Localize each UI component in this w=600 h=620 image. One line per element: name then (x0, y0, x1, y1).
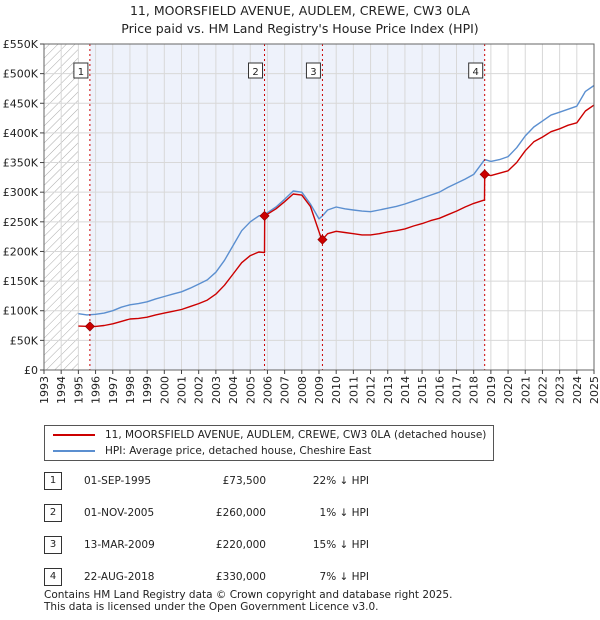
price-paid-line (78, 104, 595, 328)
sale-number: 3 (44, 536, 62, 554)
x-tick-label: 2008 (296, 376, 309, 404)
sale-marker-label: 3 (310, 67, 316, 78)
chart-title-line2: Price paid vs. HM Land Registry's House … (121, 21, 479, 36)
x-tick-label: 2004 (227, 376, 240, 404)
sale-price: £260,000 (215, 507, 266, 519)
sale-hpi-diff: 22% ↓ HPI (312, 475, 369, 487)
sale-date: 01-SEP-1995 (84, 475, 152, 487)
y-tick-label: £100K (3, 305, 39, 318)
legend-label-hpi: HPI: Average price, detached house, Ches… (105, 445, 372, 457)
chart-area: 1 2 3 4 £0 £50K £100K £150K £200K £250K £300K £350… (3, 38, 600, 404)
x-tick-label: 2007 (279, 376, 292, 404)
sale-price: £220,000 (215, 539, 266, 551)
y-tick-label: £350K (3, 157, 39, 170)
sale-point-diamond (259, 210, 270, 221)
legend-label-price-paid: 11, MOORSFIELD AVENUE, AUDLEM, CREWE, CW… (105, 429, 487, 441)
sale-point-diamond (84, 321, 95, 332)
y-tick-label: £450K (3, 97, 39, 110)
x-tick-label: 2016 (433, 376, 446, 404)
x-tick-label: 2003 (210, 376, 223, 404)
x-tick-label: 2001 (176, 376, 189, 404)
x-tick-label: 2018 (468, 376, 481, 404)
sale-date: 22-AUG-2018 (84, 571, 155, 583)
footer: Contains HM Land Registry data © Crown c… (44, 589, 452, 613)
sale-marker-label: 4 (473, 67, 479, 78)
sale-price: £330,000 (215, 571, 266, 583)
y-tick-label: £500K (3, 68, 39, 81)
hpi-line (78, 84, 595, 316)
x-tick-label: 2021 (519, 376, 532, 404)
y-tick-label: £200K (3, 245, 39, 258)
x-tick-label: 1995 (72, 376, 85, 404)
y-tick-label: £550K (3, 38, 39, 51)
x-tick-label: 1999 (141, 376, 154, 404)
y-tick-label: £0 (24, 364, 38, 377)
sale-marker-box (73, 62, 89, 79)
x-tick-label: 2005 (244, 376, 257, 404)
sale-date: 01-NOV-2005 (84, 507, 155, 519)
legend-swatch-price-paid (53, 434, 95, 436)
x-tick-label: 1998 (124, 376, 137, 404)
x-tick-label: 2015 (416, 376, 429, 404)
sale-marker-box (248, 62, 264, 79)
sale-marker-label: 2 (252, 67, 258, 78)
sale-marker-box (468, 62, 484, 79)
sale-row: 1 01-SEP-1995 £73,500 22% ↓ HPI (44, 472, 444, 490)
sale-point-diamond (317, 234, 328, 245)
x-tick-label: 2024 (571, 376, 584, 404)
sale-hpi-diff: 1% ↓ HPI (319, 507, 369, 519)
chart-title: 11, MOORSFIELD AVENUE, AUDLEM, CREWE, CW… (0, 2, 600, 38)
x-tick-label: 2025 (588, 376, 600, 404)
sale-number: 4 (44, 568, 62, 586)
legend-swatch-hpi (53, 450, 95, 452)
sale-row: 4 22-AUG-2018 £330,000 7% ↓ HPI (44, 568, 444, 586)
x-tick-label: 2011 (347, 376, 360, 404)
x-tick-label: 2009 (313, 376, 326, 404)
x-tick-label: 2013 (382, 376, 395, 404)
x-tick-label: 2006 (261, 376, 274, 404)
x-tick-label: 2014 (399, 376, 412, 404)
y-tick-label: £50K (10, 334, 39, 347)
y-tick-label: £150K (3, 275, 39, 288)
sale-marker-box (305, 62, 321, 79)
x-tick-label: 1996 (90, 376, 103, 404)
sale-row: 2 01-NOV-2005 £260,000 1% ↓ HPI (44, 504, 444, 522)
chart-title-line1: 11, MOORSFIELD AVENUE, AUDLEM, CREWE, CW… (129, 3, 471, 18)
x-tick-label: 2012 (365, 376, 378, 404)
x-tick-label: 2020 (502, 376, 515, 404)
x-tick-label: 2019 (485, 376, 498, 404)
x-tick-label: 1997 (107, 376, 120, 404)
footer-line1: Contains HM Land Registry data © Crown c… (44, 589, 453, 601)
x-tick-label: 2017 (451, 376, 464, 404)
sale-date: 13-MAR-2009 (84, 539, 155, 551)
sale-price: £73,500 (222, 475, 266, 487)
sale-number: 1 (44, 472, 62, 490)
y-tick-label: £300K (3, 186, 39, 199)
x-tick-label: 1993 (38, 376, 51, 404)
x-tick-label: 2000 (158, 376, 171, 404)
footer-line2: This data is licensed under the Open Gov… (44, 601, 379, 613)
sale-point-diamond (479, 169, 490, 180)
x-tick-label: 2023 (554, 376, 567, 404)
y-tick-label: £400K (3, 127, 39, 140)
x-tick-label: 2002 (193, 376, 206, 404)
x-tick-label: 2022 (536, 376, 549, 404)
x-tick-label: 2010 (330, 376, 343, 404)
legend: 11, MOORSFIELD AVENUE, AUDLEM, CREWE, CW… (44, 425, 494, 461)
sale-hpi-diff: 15% ↓ HPI (312, 539, 369, 551)
shaded-region (89, 44, 485, 370)
sale-row: 3 13-MAR-2009 £220,000 15% ↓ HPI (44, 536, 444, 554)
sale-hpi-diff: 7% ↓ HPI (319, 571, 369, 583)
y-tick-label: £250K (3, 216, 39, 229)
sale-number: 2 (44, 504, 62, 522)
sale-marker-label: 1 (78, 67, 84, 78)
x-tick-label: 1994 (55, 376, 68, 404)
